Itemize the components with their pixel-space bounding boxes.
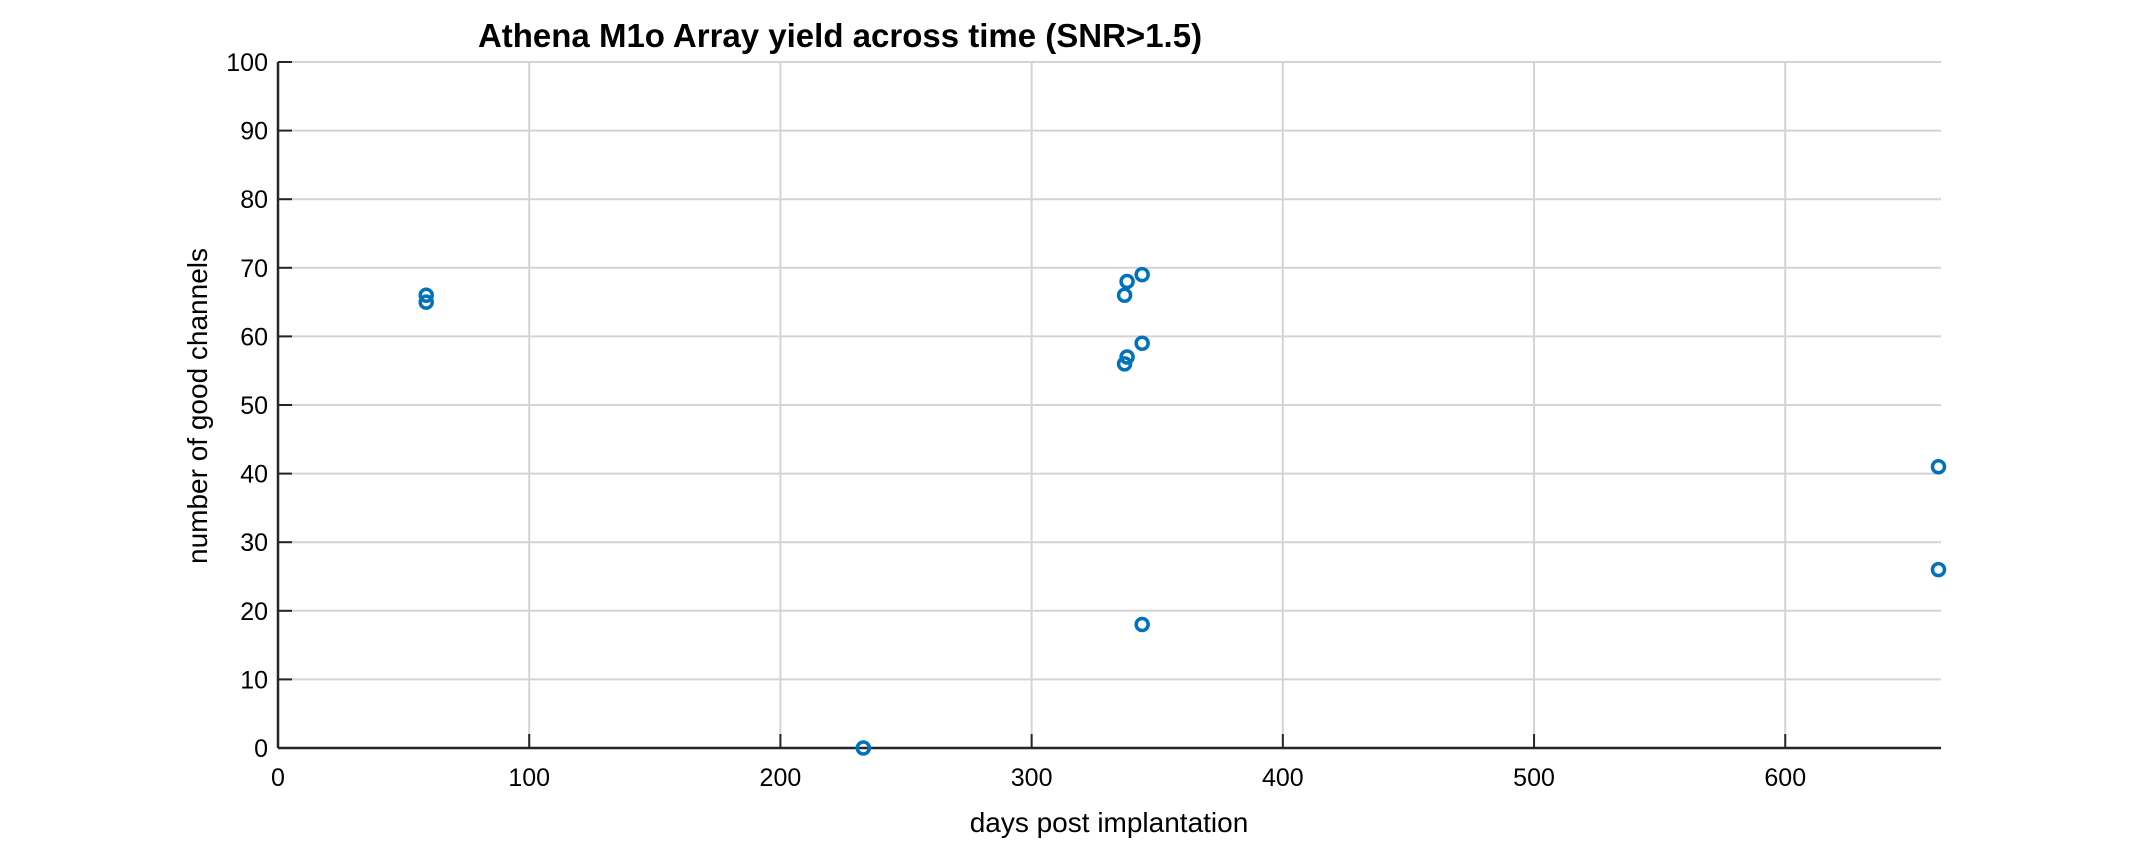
x-tick-label: 300 — [1011, 764, 1053, 792]
y-tick-label: 40 — [240, 461, 268, 489]
y-axis-label: number of good channels — [182, 248, 213, 564]
x-tick-label: 100 — [508, 764, 550, 792]
x-tick-label: 0 — [271, 764, 285, 792]
y-tick-label: 0 — [254, 735, 268, 763]
y-tick-label: 10 — [240, 666, 268, 694]
data-points — [418, 266, 1947, 756]
data-point — [1134, 616, 1150, 633]
x-tick-label: 500 — [1513, 764, 1555, 792]
data-point — [1119, 349, 1135, 365]
data-point — [418, 287, 434, 303]
y-tick-label: 90 — [240, 118, 268, 146]
y-tick-label: 100 — [226, 49, 268, 77]
x-tick-label: 600 — [1764, 764, 1806, 792]
y-tick-label: 20 — [240, 598, 268, 626]
x-axis-label: days post implantation — [970, 807, 1249, 838]
y-tick-label: 30 — [240, 529, 268, 557]
y-tick-label: 50 — [240, 392, 268, 420]
x-tick-label: 200 — [760, 764, 802, 792]
tick-labels: 0 10 20 30 40 50 60 70 80 90 100 0 100 200 300 400 500 60… — [226, 49, 1806, 792]
data-point — [855, 740, 872, 756]
y-tick-label: 70 — [240, 255, 268, 283]
data-point — [418, 294, 434, 310]
data-point — [1116, 287, 1133, 303]
y-tick-label: 80 — [240, 186, 268, 214]
grid — [277, 61, 1941, 749]
data-point — [1930, 561, 1947, 578]
data-point — [1134, 335, 1150, 352]
data-point — [1930, 458, 1947, 475]
chart-title: Athena M1o Array yield across time (SNR>… — [478, 17, 1202, 54]
data-point — [1134, 266, 1150, 283]
axes — [276, 61, 1941, 750]
x-tick-label: 400 — [1262, 764, 1304, 792]
y-tick-label: 60 — [240, 323, 268, 351]
data-point — [1119, 273, 1135, 290]
